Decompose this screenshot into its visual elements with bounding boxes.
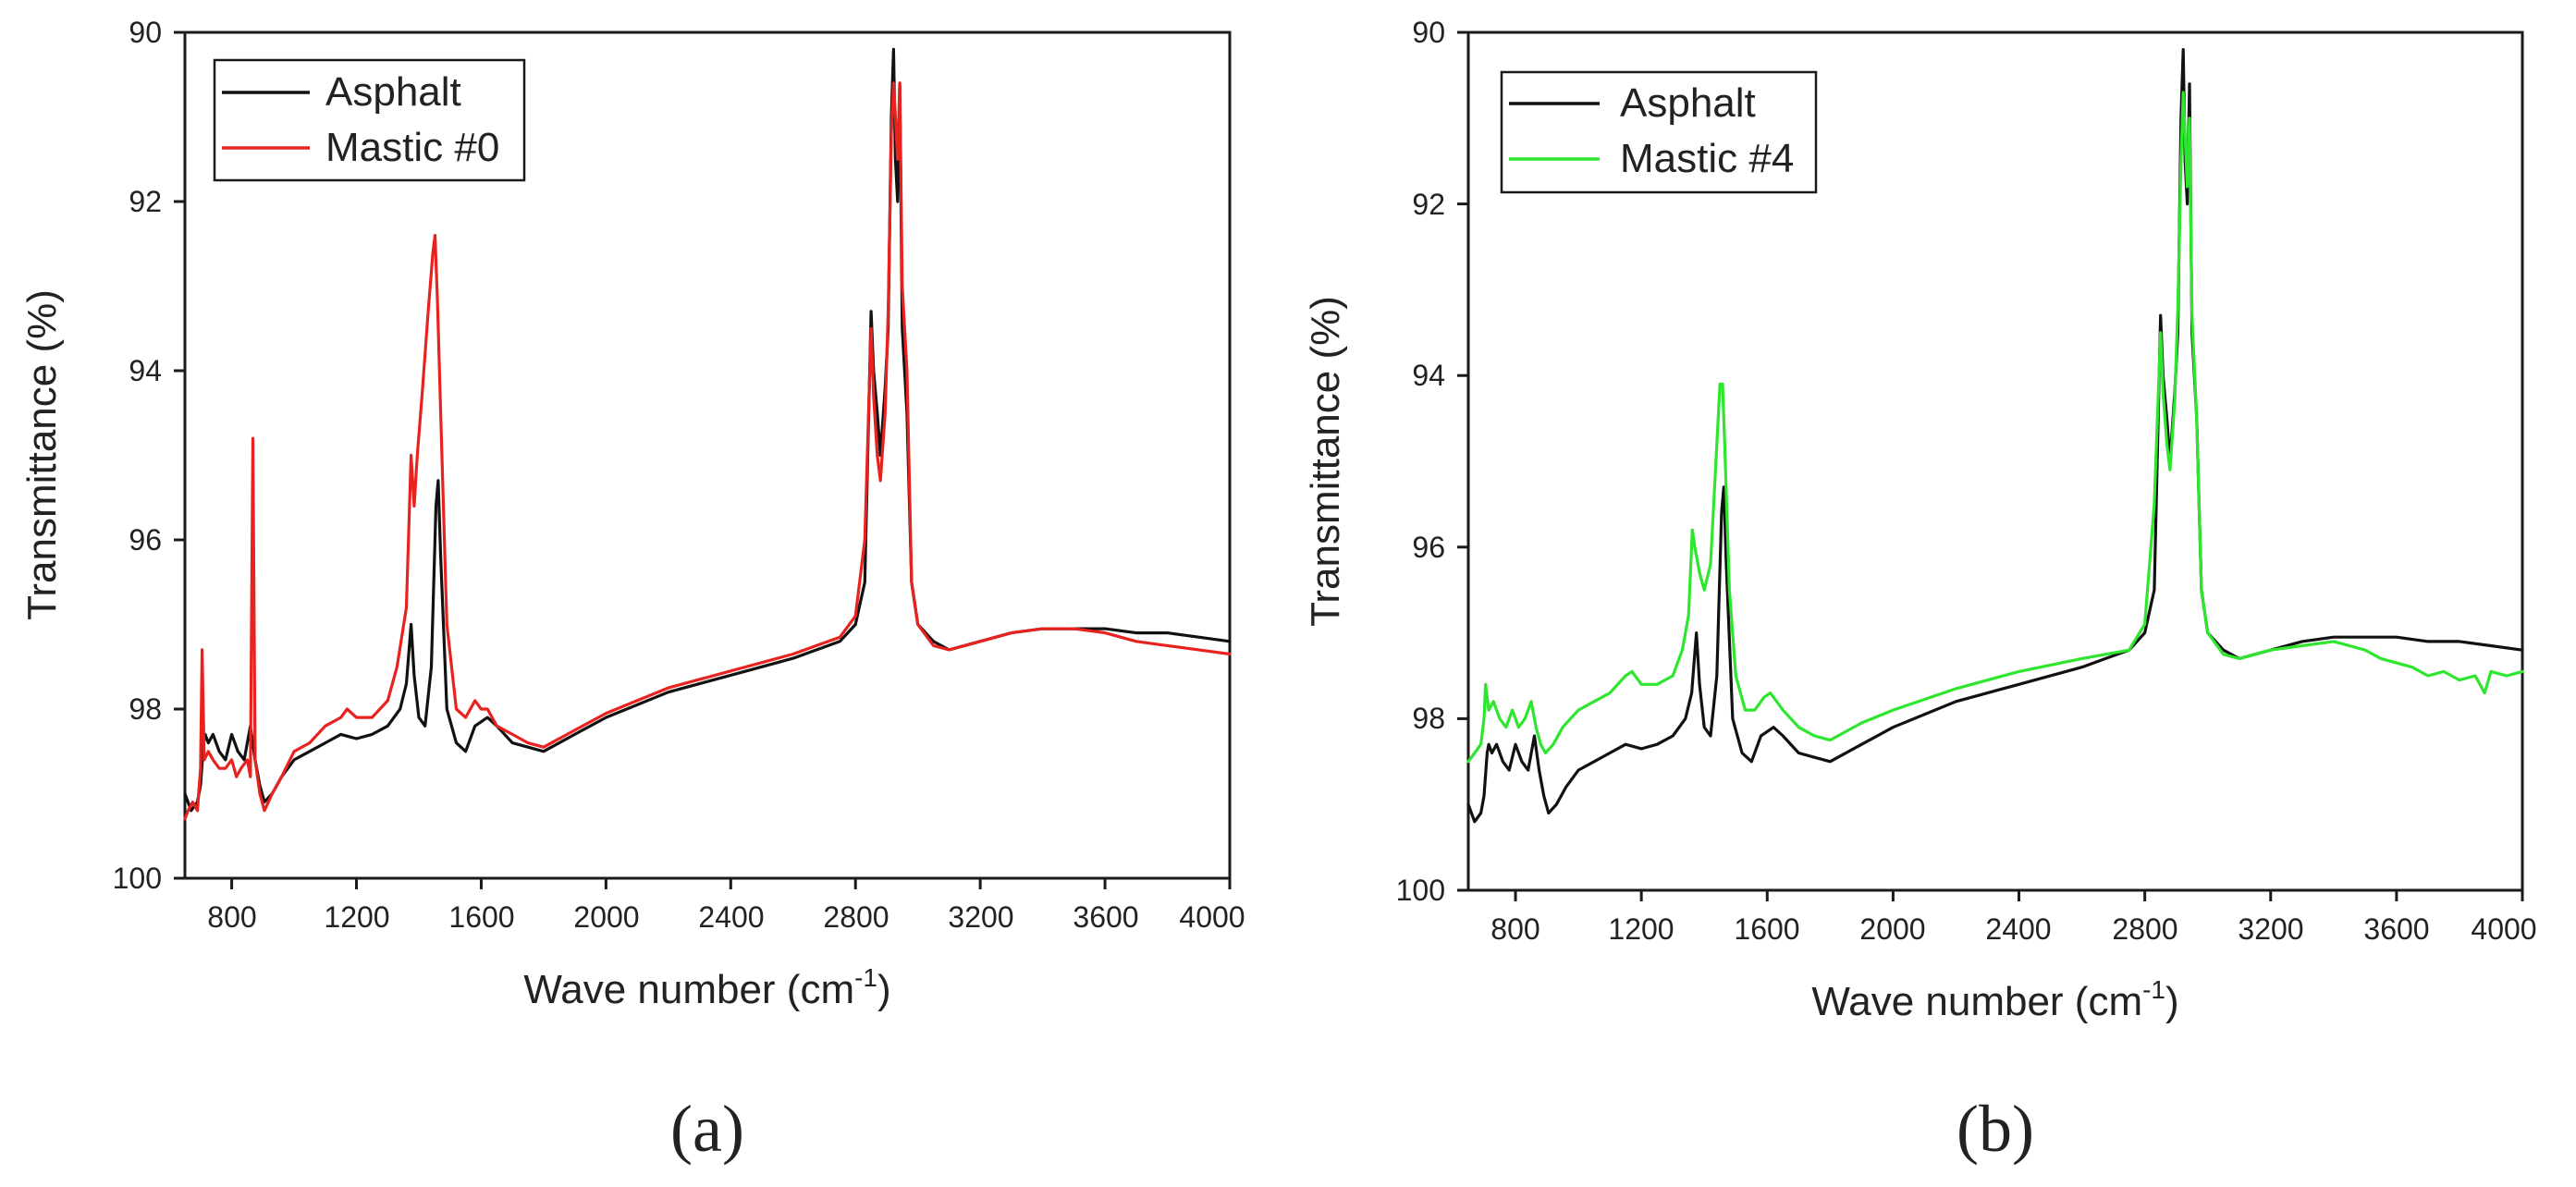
legend-label-mastic-0: Mastic #0 bbox=[325, 125, 499, 170]
y-tick-label: 94 bbox=[1412, 359, 1445, 392]
y-tick-labels: 90 92 94 96 98 100 bbox=[1396, 16, 1445, 907]
series-line-mastic-4 bbox=[1466, 91, 2524, 764]
x-tick-label: 1200 bbox=[324, 900, 389, 934]
x-axis-title: Wave number (cm-1) bbox=[1811, 975, 2178, 1024]
x-tick-label: 3200 bbox=[2238, 912, 2303, 946]
y-tick-labels: 90 92 94 96 98 100 bbox=[113, 16, 162, 895]
panel-caption-b: (b) bbox=[1957, 1092, 2034, 1166]
panel-caption-a: (a) bbox=[670, 1092, 744, 1166]
legend: Asphalt Mastic #0 bbox=[213, 58, 526, 182]
legend-label-mastic-4: Mastic #4 bbox=[1620, 136, 1794, 181]
y-tick-label: 96 bbox=[129, 523, 162, 557]
x-tick-label: 1200 bbox=[1608, 912, 1674, 946]
x-tick-label: 2400 bbox=[1985, 912, 2051, 946]
y-tick-label: 98 bbox=[129, 692, 162, 726]
axis-ticks bbox=[174, 31, 1232, 889]
y-tick-label: 90 bbox=[129, 16, 162, 49]
x-tick-label: 4000 bbox=[2471, 912, 2536, 946]
x-tick-label: 800 bbox=[207, 900, 256, 934]
x-tick-label: 3600 bbox=[1073, 900, 1138, 934]
x-tick-labels: 800 1200 1600 2000 2400 2800 3200 3600 4… bbox=[1490, 912, 2536, 946]
x-tick-label: 2800 bbox=[823, 900, 889, 934]
y-tick-label: 98 bbox=[1412, 702, 1445, 735]
x-tick-label: 800 bbox=[1490, 912, 1539, 946]
y-tick-label: 100 bbox=[113, 862, 162, 895]
y-axis-title: Transmittance (%) bbox=[19, 289, 65, 620]
y-axis-title: Transmittance (%) bbox=[1303, 296, 1348, 627]
chart-panel-b: 90 92 94 96 98 100 800 1200 1600 2000 24… bbox=[1303, 16, 2537, 1166]
x-tick-labels: 800 1200 1600 2000 2400 2800 3200 3600 4… bbox=[207, 900, 1245, 934]
x-tick-label: 1600 bbox=[448, 900, 514, 934]
x-axis-title: Wave number (cm-1) bbox=[523, 963, 890, 1012]
series-layer bbox=[1466, 48, 2524, 824]
x-tick-label: 2000 bbox=[573, 900, 639, 934]
legend: Asphalt Mastic #4 bbox=[1500, 70, 1818, 194]
x-tick-label: 2000 bbox=[1859, 912, 1925, 946]
x-tick-label: 2800 bbox=[2112, 912, 2177, 946]
y-tick-label: 90 bbox=[1412, 16, 1445, 49]
y-tick-label: 94 bbox=[129, 354, 162, 387]
legend-label-asphalt: Asphalt bbox=[325, 69, 461, 115]
y-tick-label: 92 bbox=[1412, 188, 1445, 221]
y-tick-label: 92 bbox=[129, 185, 162, 218]
series-line-mastic-0 bbox=[183, 81, 1232, 821]
legend-box bbox=[213, 58, 526, 182]
x-tick-label: 3200 bbox=[948, 900, 1013, 934]
y-tick-label: 96 bbox=[1412, 531, 1445, 564]
chart-panel-a: 90 92 94 96 98 100 800 1200 1600 2000 24… bbox=[19, 16, 1245, 1166]
series-layer bbox=[183, 47, 1232, 821]
y-tick-label: 100 bbox=[1396, 874, 1445, 907]
x-tick-label: 4000 bbox=[1179, 900, 1245, 934]
x-tick-label: 2400 bbox=[698, 900, 764, 934]
plot-frame bbox=[183, 31, 1232, 880]
x-tick-label: 3600 bbox=[2363, 912, 2429, 946]
legend-label-asphalt: Asphalt bbox=[1620, 80, 1756, 126]
axis-ticks bbox=[1457, 31, 2524, 901]
x-tick-label: 1600 bbox=[1734, 912, 1799, 946]
legend-box bbox=[1500, 70, 1818, 194]
plot-frame bbox=[1466, 31, 2524, 892]
